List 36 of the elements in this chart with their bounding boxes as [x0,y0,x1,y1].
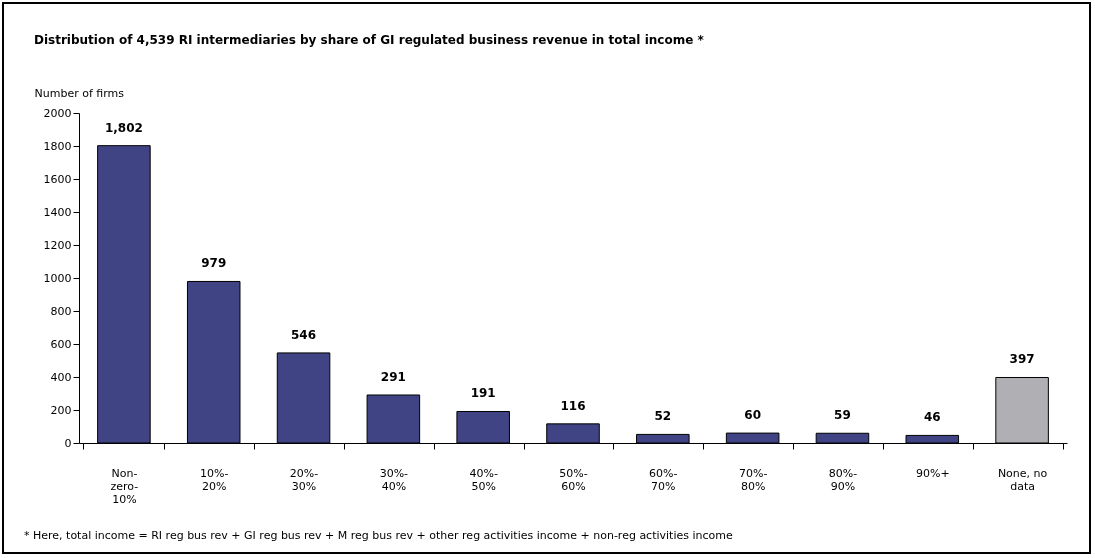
data-label: 1,802 [104,120,143,135]
x-tick-label: 30%-40% [379,466,409,493]
data-label: 397 [1009,352,1035,367]
x-tick-label: 60%-70% [649,466,678,493]
data-label: 979 [201,256,227,271]
y-tick-label: 1600 [43,172,72,186]
y-tick-label: 600 [50,337,72,351]
chart-title: Distribution of 4,539 RI intermediaries by share of GI regulated business revenue in total income * [34,33,705,47]
x-tick-label: None, no data [997,466,1048,493]
y-tick-label: 1400 [43,205,72,219]
y-axis-title: Number of firms [34,86,125,100]
data-label: 116 [560,398,586,413]
x-tick-label: 10%-20% [200,466,229,493]
data-label: 60 [744,408,761,423]
y-tick-label: 1200 [43,238,72,252]
x-tick-label: 80%-90% [828,466,858,493]
x-tick-label: 50%-60% [559,466,588,493]
y-tick-label: 800 [50,304,72,318]
x-tick-label: 40%-50% [469,466,498,493]
data-label: 546 [291,327,317,342]
data-label: 291 [380,369,406,384]
y-tick-label: 200 [50,403,72,417]
y-tick-label: 1800 [43,139,72,153]
y-tick-label: 1000 [43,271,72,285]
x-tick-label: Non-zero-10% [110,466,139,506]
data-label: 46 [923,410,941,425]
text: * Here, total income = RI reg bus rev + GI reg bus rev + M reg bus rev + other reg activities income + non-reg activities income [24,529,733,542]
data-label: 59 [834,408,851,423]
y-tick-label: 400 [50,370,72,384]
y-tick-label: 2000 [43,106,72,120]
x-tick-label: 70%-80% [738,466,768,493]
y-tick-label: 0 [64,436,72,450]
x-tick-label: 20%-30% [289,466,319,493]
x-tick-label: 90%+ [915,466,950,480]
data-label: 191 [470,386,496,401]
data-label: 52 [654,409,672,424]
